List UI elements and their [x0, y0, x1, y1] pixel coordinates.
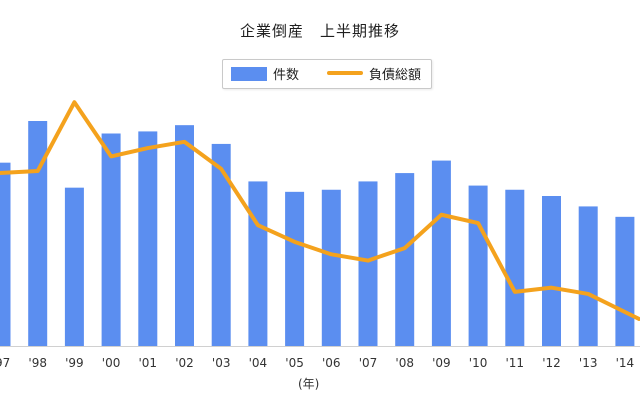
- bar-09: [431, 160, 451, 346]
- bar-02: [175, 125, 194, 347]
- line-series-debt: [0, 100, 640, 321]
- x-tick-label: '08: [395, 356, 414, 370]
- x-tick-label: '07: [359, 356, 378, 370]
- x-tick-label: '04: [249, 356, 268, 370]
- bar-06: [321, 189, 341, 346]
- x-tick-label: '12: [542, 356, 561, 370]
- legend-line-swatch: [327, 71, 363, 75]
- x-tick-label: '02: [175, 356, 194, 370]
- x-tick-label: '11: [506, 356, 525, 370]
- bar-14: [615, 216, 635, 346]
- x-tick-label: '10: [469, 356, 488, 370]
- chart-legend: 件数 負債総額: [222, 59, 432, 89]
- bar-04: [248, 181, 268, 346]
- bar-11: [505, 189, 525, 346]
- x-tick-label: '05: [285, 356, 304, 370]
- bar-97: [0, 162, 11, 346]
- bar-98: [28, 121, 48, 346]
- bar-10: [468, 185, 488, 346]
- x-tick-label: '09: [432, 356, 451, 370]
- bar-12: [542, 196, 561, 346]
- legend-item-line: 負債総額: [327, 64, 421, 83]
- x-tick-label: '01: [139, 356, 158, 370]
- bar-99: [64, 187, 84, 346]
- x-tick-label: '98: [28, 356, 47, 370]
- bar-05: [285, 191, 305, 346]
- legend-bar-label: 件数: [273, 68, 300, 83]
- x-tick-label: '99: [65, 356, 84, 370]
- x-tick-label: '97: [0, 356, 10, 370]
- legend-bar-swatch: [231, 67, 267, 81]
- legend-item-bar: 件数: [231, 64, 299, 83]
- x-axis-unit-label: (年): [298, 377, 320, 391]
- legend-line-label: 負債総額: [369, 68, 422, 83]
- x-tick-label: '00: [102, 356, 121, 370]
- x-tick-label: '06: [322, 356, 341, 370]
- bar-13: [578, 206, 598, 346]
- chart-title: 企業倒産 上半期推移: [239, 22, 400, 40]
- x-tick-label: '14: [616, 356, 635, 370]
- x-tick-label: '13: [579, 356, 598, 370]
- x-tick-label: '03: [212, 356, 231, 370]
- bar-03: [211, 143, 231, 346]
- bar-01: [138, 131, 158, 346]
- bar-07: [358, 181, 378, 346]
- bar-00: [101, 133, 121, 346]
- bar-08: [395, 173, 415, 346]
